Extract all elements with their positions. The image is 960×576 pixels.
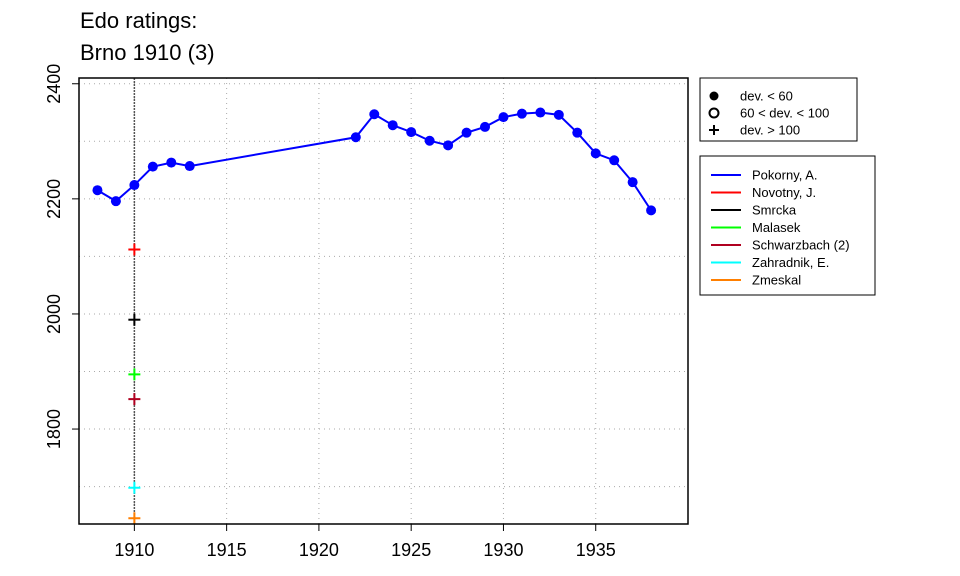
marker-legend-label: dev. < 60: [740, 89, 793, 104]
data-point: [128, 313, 141, 326]
data-point: [110, 196, 121, 207]
chart-title-line-1: Edo ratings:: [80, 8, 198, 33]
data-point: [443, 140, 454, 151]
series-layer: [92, 107, 657, 525]
data-point: [350, 132, 361, 143]
marker-legend-box: [699, 77, 858, 142]
marker-legend: dev. < 60 60 < dev. < 100 dev. > 100: [699, 77, 858, 142]
data-point: [147, 161, 158, 172]
filled-circle-icon: [709, 91, 719, 101]
data-point: [184, 161, 195, 172]
series-5: [128, 481, 141, 494]
series-1: [128, 243, 141, 256]
data-point: [646, 205, 657, 216]
legend-label: Zmeskal: [752, 273, 801, 288]
data-point: [572, 127, 583, 138]
axis-layer: 1910 1915 1920 1925 1930 1935 1800 2000 2200 2400: [44, 64, 616, 560]
data-point: [516, 108, 527, 119]
data-point: [461, 127, 472, 138]
y-tick-label: 2200: [44, 179, 64, 219]
grid-layer: [79, 78, 689, 524]
y-tick-label: 2400: [44, 64, 64, 104]
data-point: [553, 109, 564, 120]
series-0: [92, 107, 657, 216]
series-legend: Pokorny, A. Novotny, J. Smrcka Malasek Schwa…: [699, 155, 876, 296]
legend-label: Smrcka: [752, 203, 797, 218]
series-3: [128, 368, 141, 381]
series-line: [96, 111, 652, 211]
x-tick-label: 1925: [391, 540, 431, 560]
data-point: [369, 109, 380, 120]
data-point: [627, 177, 638, 188]
data-point: [128, 368, 141, 381]
series-4: [128, 393, 141, 406]
data-point: [387, 120, 398, 131]
marker-legend-label: dev. > 100: [740, 123, 800, 138]
y-tick-label: 1800: [44, 409, 64, 449]
data-point: [498, 112, 509, 123]
data-point: [424, 135, 435, 146]
y-tick-label: 2000: [44, 294, 64, 334]
data-point: [128, 512, 141, 525]
legend-label: Malasek: [752, 220, 801, 235]
x-tick-label: 1910: [114, 540, 154, 560]
series-legend-box: [699, 155, 876, 296]
series-2: [128, 313, 141, 326]
legend-label: Zahradnik, E.: [752, 255, 829, 270]
x-tick-label: 1920: [299, 540, 339, 560]
data-point: [609, 155, 620, 166]
legend-label: Pokorny, A.: [752, 168, 818, 183]
data-point: [480, 121, 490, 132]
data-point: [129, 180, 140, 191]
data-point: [128, 481, 141, 494]
x-tick-label: 1930: [483, 540, 523, 560]
data-point: [535, 107, 546, 118]
data-point: [406, 127, 417, 138]
legend-label: Schwarzbach (2): [752, 238, 850, 253]
data-point: [128, 393, 141, 406]
chart-title-line-2: Brno 1910 (3): [80, 40, 215, 65]
data-point: [166, 157, 177, 168]
open-circle-icon: [708, 107, 720, 119]
marker-legend-label: 60 < dev. < 100: [740, 106, 829, 121]
data-point: [590, 148, 601, 159]
series-6: [128, 512, 141, 525]
data-point: [92, 185, 103, 196]
x-tick-label: 1935: [576, 540, 616, 560]
x-tick-label: 1915: [207, 540, 247, 560]
plot-frame: [78, 77, 689, 525]
data-point: [128, 243, 141, 256]
legend-label: Novotny, J.: [752, 185, 816, 200]
plus-icon: [709, 125, 719, 135]
